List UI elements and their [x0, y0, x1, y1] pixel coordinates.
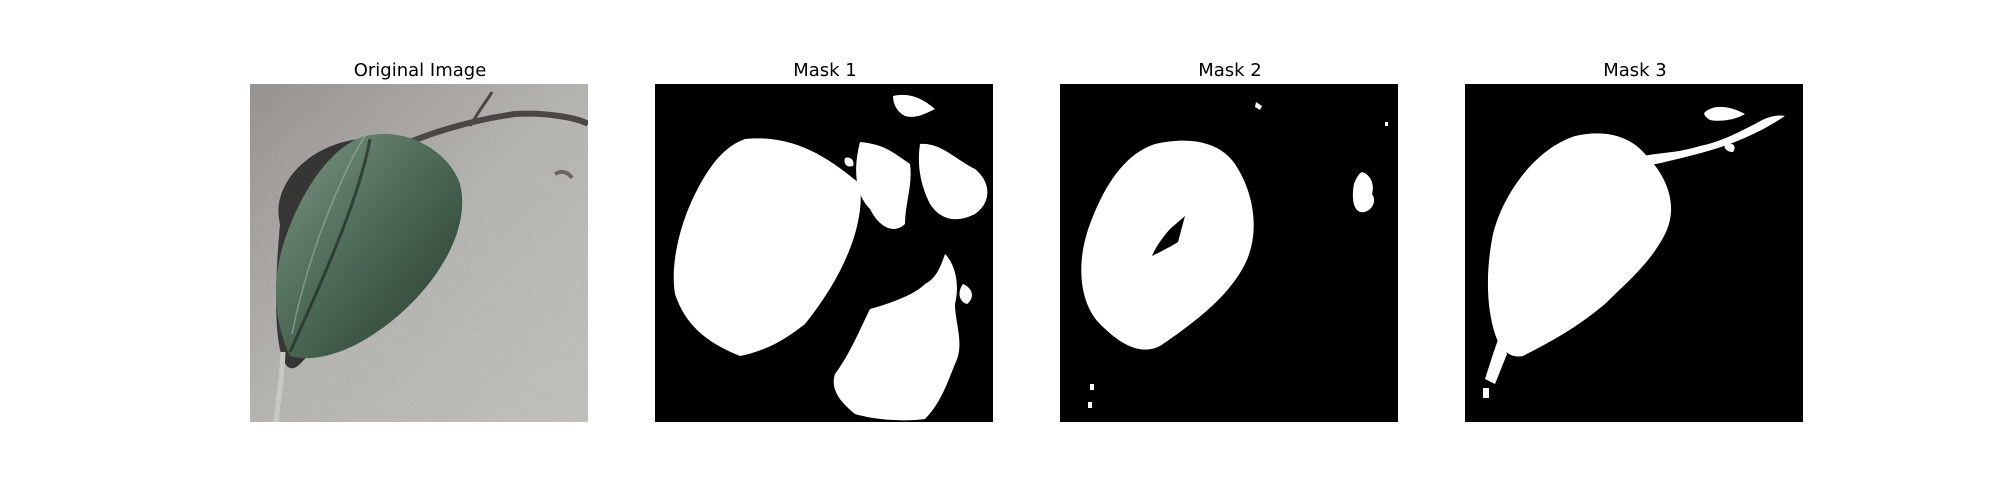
- mask-3-image: [1465, 84, 1803, 422]
- mask-2-image: [1060, 84, 1398, 422]
- panel-title: Mask 2: [1198, 60, 1262, 81]
- panel-original-image: Original Image: [250, 58, 590, 422]
- panel-title: Mask 1: [793, 60, 857, 81]
- panel-title: Mask 3: [1603, 60, 1667, 81]
- mask-1-image: [655, 84, 993, 422]
- panel-title: Original Image: [353, 60, 487, 81]
- panel-mask-3: Mask 3: [1465, 58, 1805, 422]
- panel-mask-2: Mask 2: [1060, 58, 1400, 422]
- panel-mask-1: Mask 1: [655, 58, 995, 422]
- original-leaf-image: [250, 84, 588, 422]
